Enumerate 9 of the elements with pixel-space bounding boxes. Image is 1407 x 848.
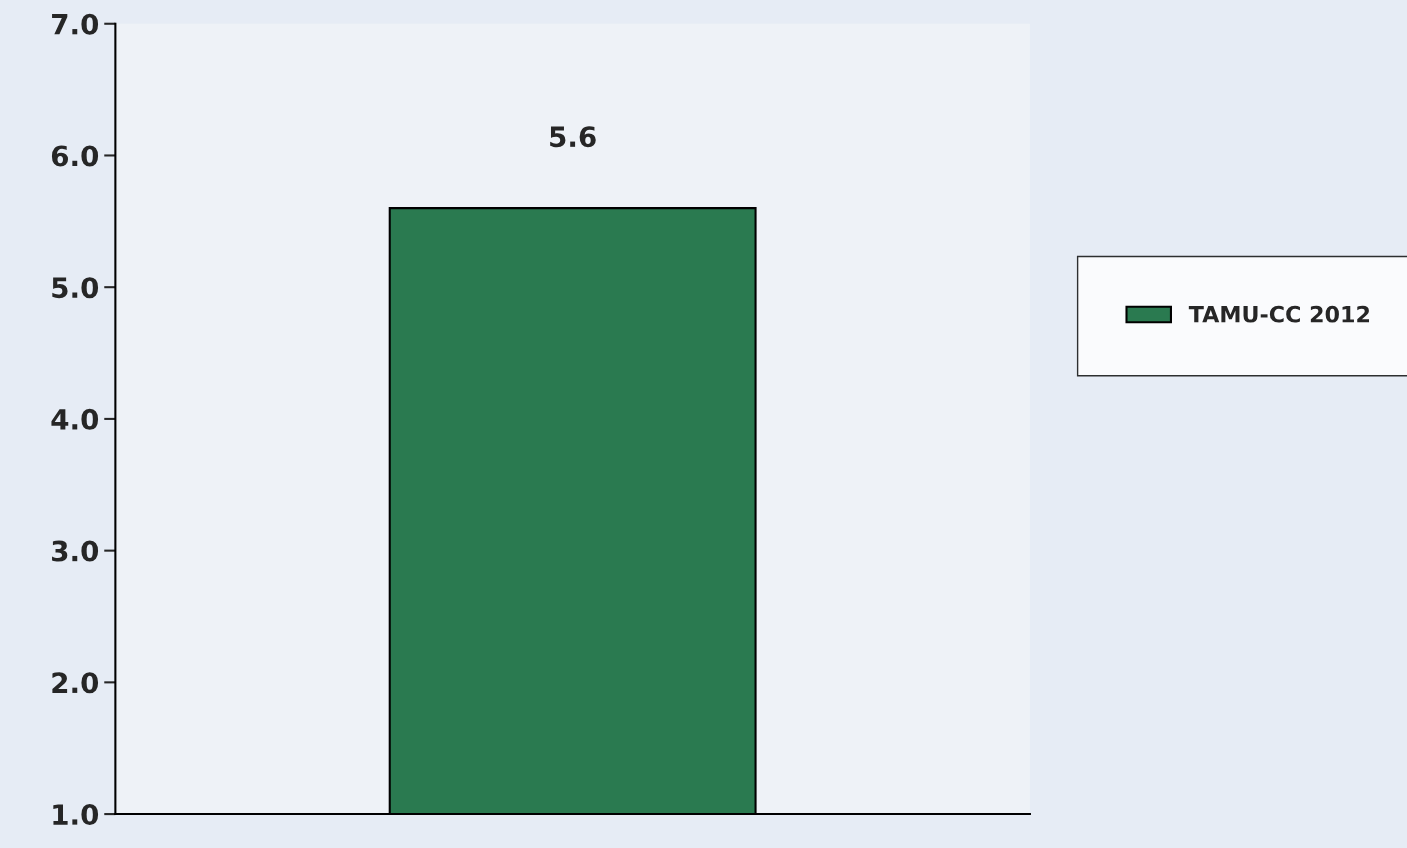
legend-label: TAMU-CC 2012 bbox=[1188, 305, 1370, 323]
y-tick-label: 4.0 bbox=[51, 408, 99, 430]
data-label: 5.6 bbox=[550, 126, 596, 148]
y-tick-label: 5.0 bbox=[52, 277, 99, 299]
y-tick-label: 7.0 bbox=[52, 13, 99, 35]
y-tick-label: 6.0 bbox=[51, 145, 99, 167]
y-tick-label: 3.0 bbox=[52, 540, 99, 562]
y-tick-label: 2.0 bbox=[52, 672, 99, 694]
y-tick-label: 1.0 bbox=[53, 804, 99, 826]
